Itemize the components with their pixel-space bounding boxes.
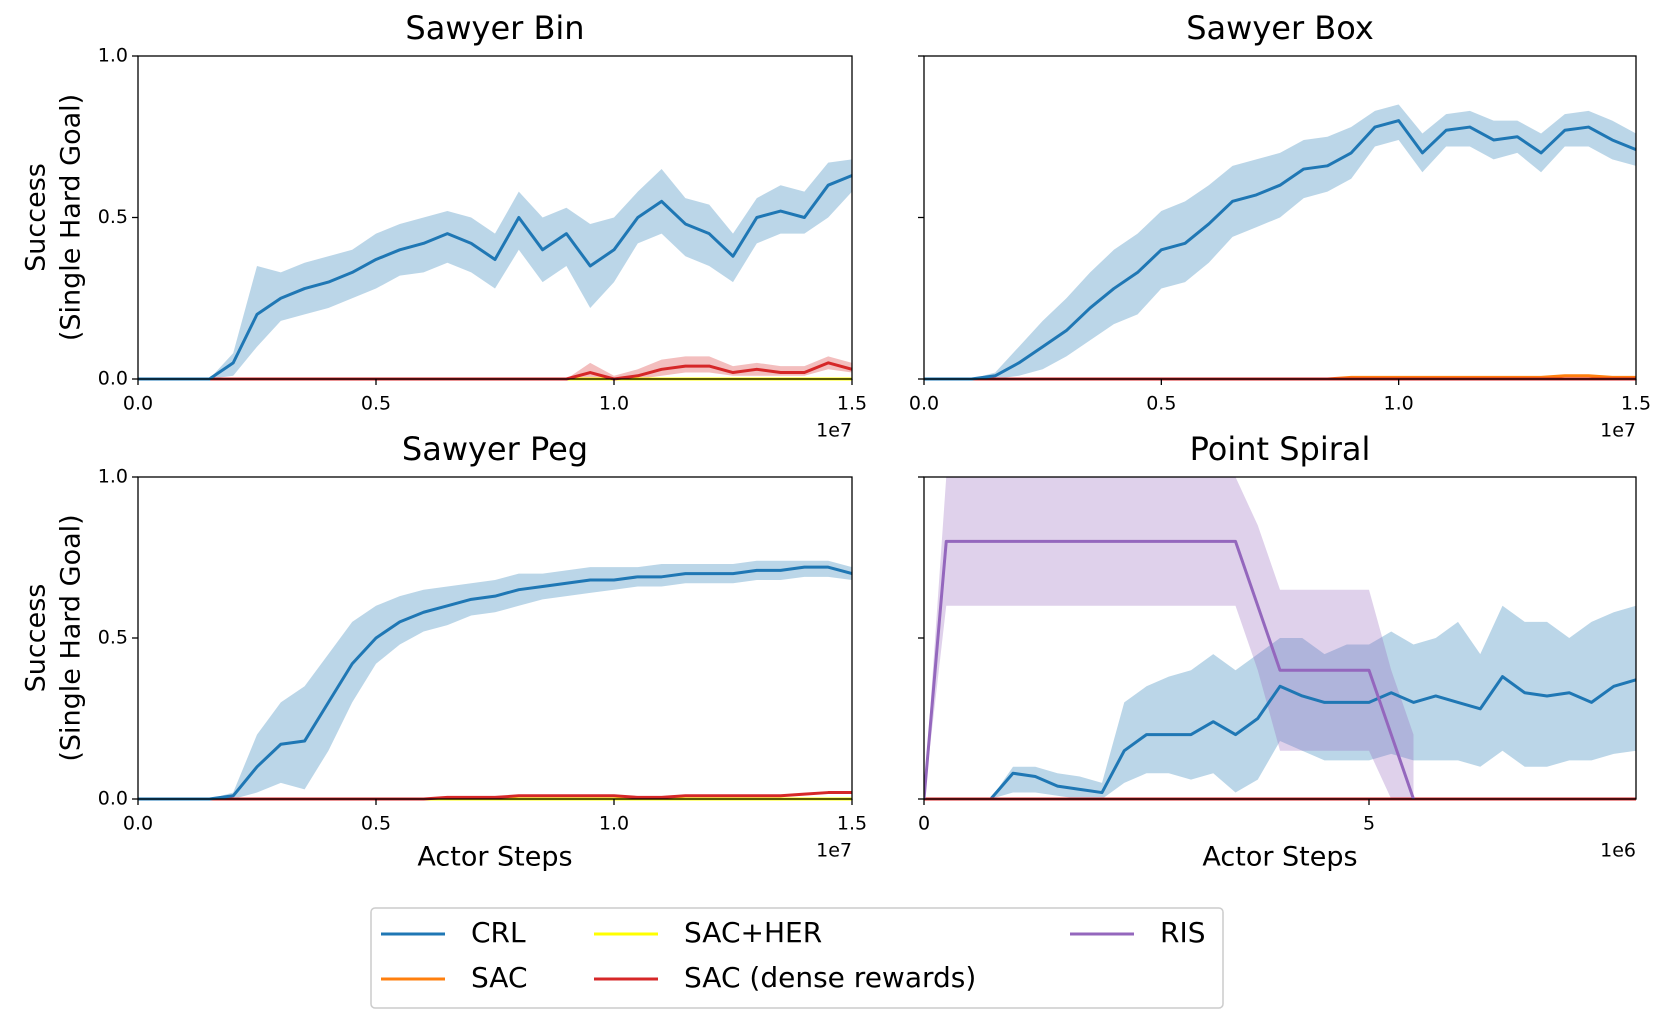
y-tick-label: 0.5 — [98, 206, 128, 228]
x-axis-label: Actor Steps — [1202, 842, 1357, 873]
y-tick-label: 0.0 — [98, 788, 128, 810]
band — [138, 159, 852, 379]
legend-label: SAC — [471, 961, 528, 994]
x-tick-label: 1.5 — [837, 393, 867, 415]
y-axis-label: (Single Hard Goal) — [56, 514, 87, 761]
x-tick-label: 0 — [918, 813, 930, 835]
x-tick-label: 0.0 — [123, 393, 153, 415]
chart-title: Sawyer Box — [1186, 9, 1374, 47]
legend-label: SAC (dense rewards) — [684, 961, 976, 994]
x-tick-label: 0.0 — [909, 393, 939, 415]
y-tick-label: 0.0 — [98, 368, 128, 390]
y-axis-label: Success — [21, 163, 52, 272]
x-tick-label: 5 — [1363, 813, 1375, 835]
x-tick-label: 1.0 — [599, 813, 629, 835]
chart-title: Point Spiral — [1190, 430, 1371, 468]
x-tick-label: 0.0 — [123, 813, 153, 835]
x-offset: 1e6 — [1600, 840, 1636, 862]
x-tick-label: 1.0 — [599, 393, 629, 415]
band — [924, 605, 1636, 799]
band — [138, 356, 852, 379]
x-tick-label: 0.5 — [361, 813, 391, 835]
y-tick-label: 1.0 — [98, 45, 128, 67]
line — [924, 539, 1415, 800]
line — [924, 119, 1636, 381]
x-axis-label: Actor Steps — [417, 842, 572, 873]
y-axis-label: Success — [21, 584, 52, 693]
band — [138, 560, 852, 799]
y-tick-label: 1.0 — [98, 466, 128, 488]
line — [924, 675, 1636, 801]
x-tick-label: 0.5 — [361, 393, 391, 415]
x-offset: 1e7 — [816, 420, 852, 442]
legend-label: SAC+HER — [684, 916, 822, 949]
x-offset: 1e7 — [1600, 420, 1636, 442]
band — [924, 104, 1636, 379]
y-tick-label: 0.5 — [98, 627, 128, 649]
axes-frame — [137, 476, 853, 800]
legend-frame — [370, 907, 1224, 1009]
line — [138, 565, 852, 801]
chart-title: Sawyer Peg — [402, 430, 588, 468]
legend-label: RIS — [1160, 916, 1206, 949]
band — [924, 477, 1414, 799]
x-offset: 1e7 — [816, 840, 852, 862]
chart-title: Sawyer Bin — [405, 9, 584, 47]
x-tick-label: 1.5 — [1621, 393, 1651, 415]
x-tick-label: 1.0 — [1384, 393, 1414, 415]
line — [138, 174, 852, 381]
x-tick-label: 0.5 — [1146, 393, 1176, 415]
legend-label: CRL — [471, 916, 526, 949]
y-axis-label: (Single Hard Goal) — [56, 94, 87, 341]
x-tick-label: 1.5 — [837, 813, 867, 835]
